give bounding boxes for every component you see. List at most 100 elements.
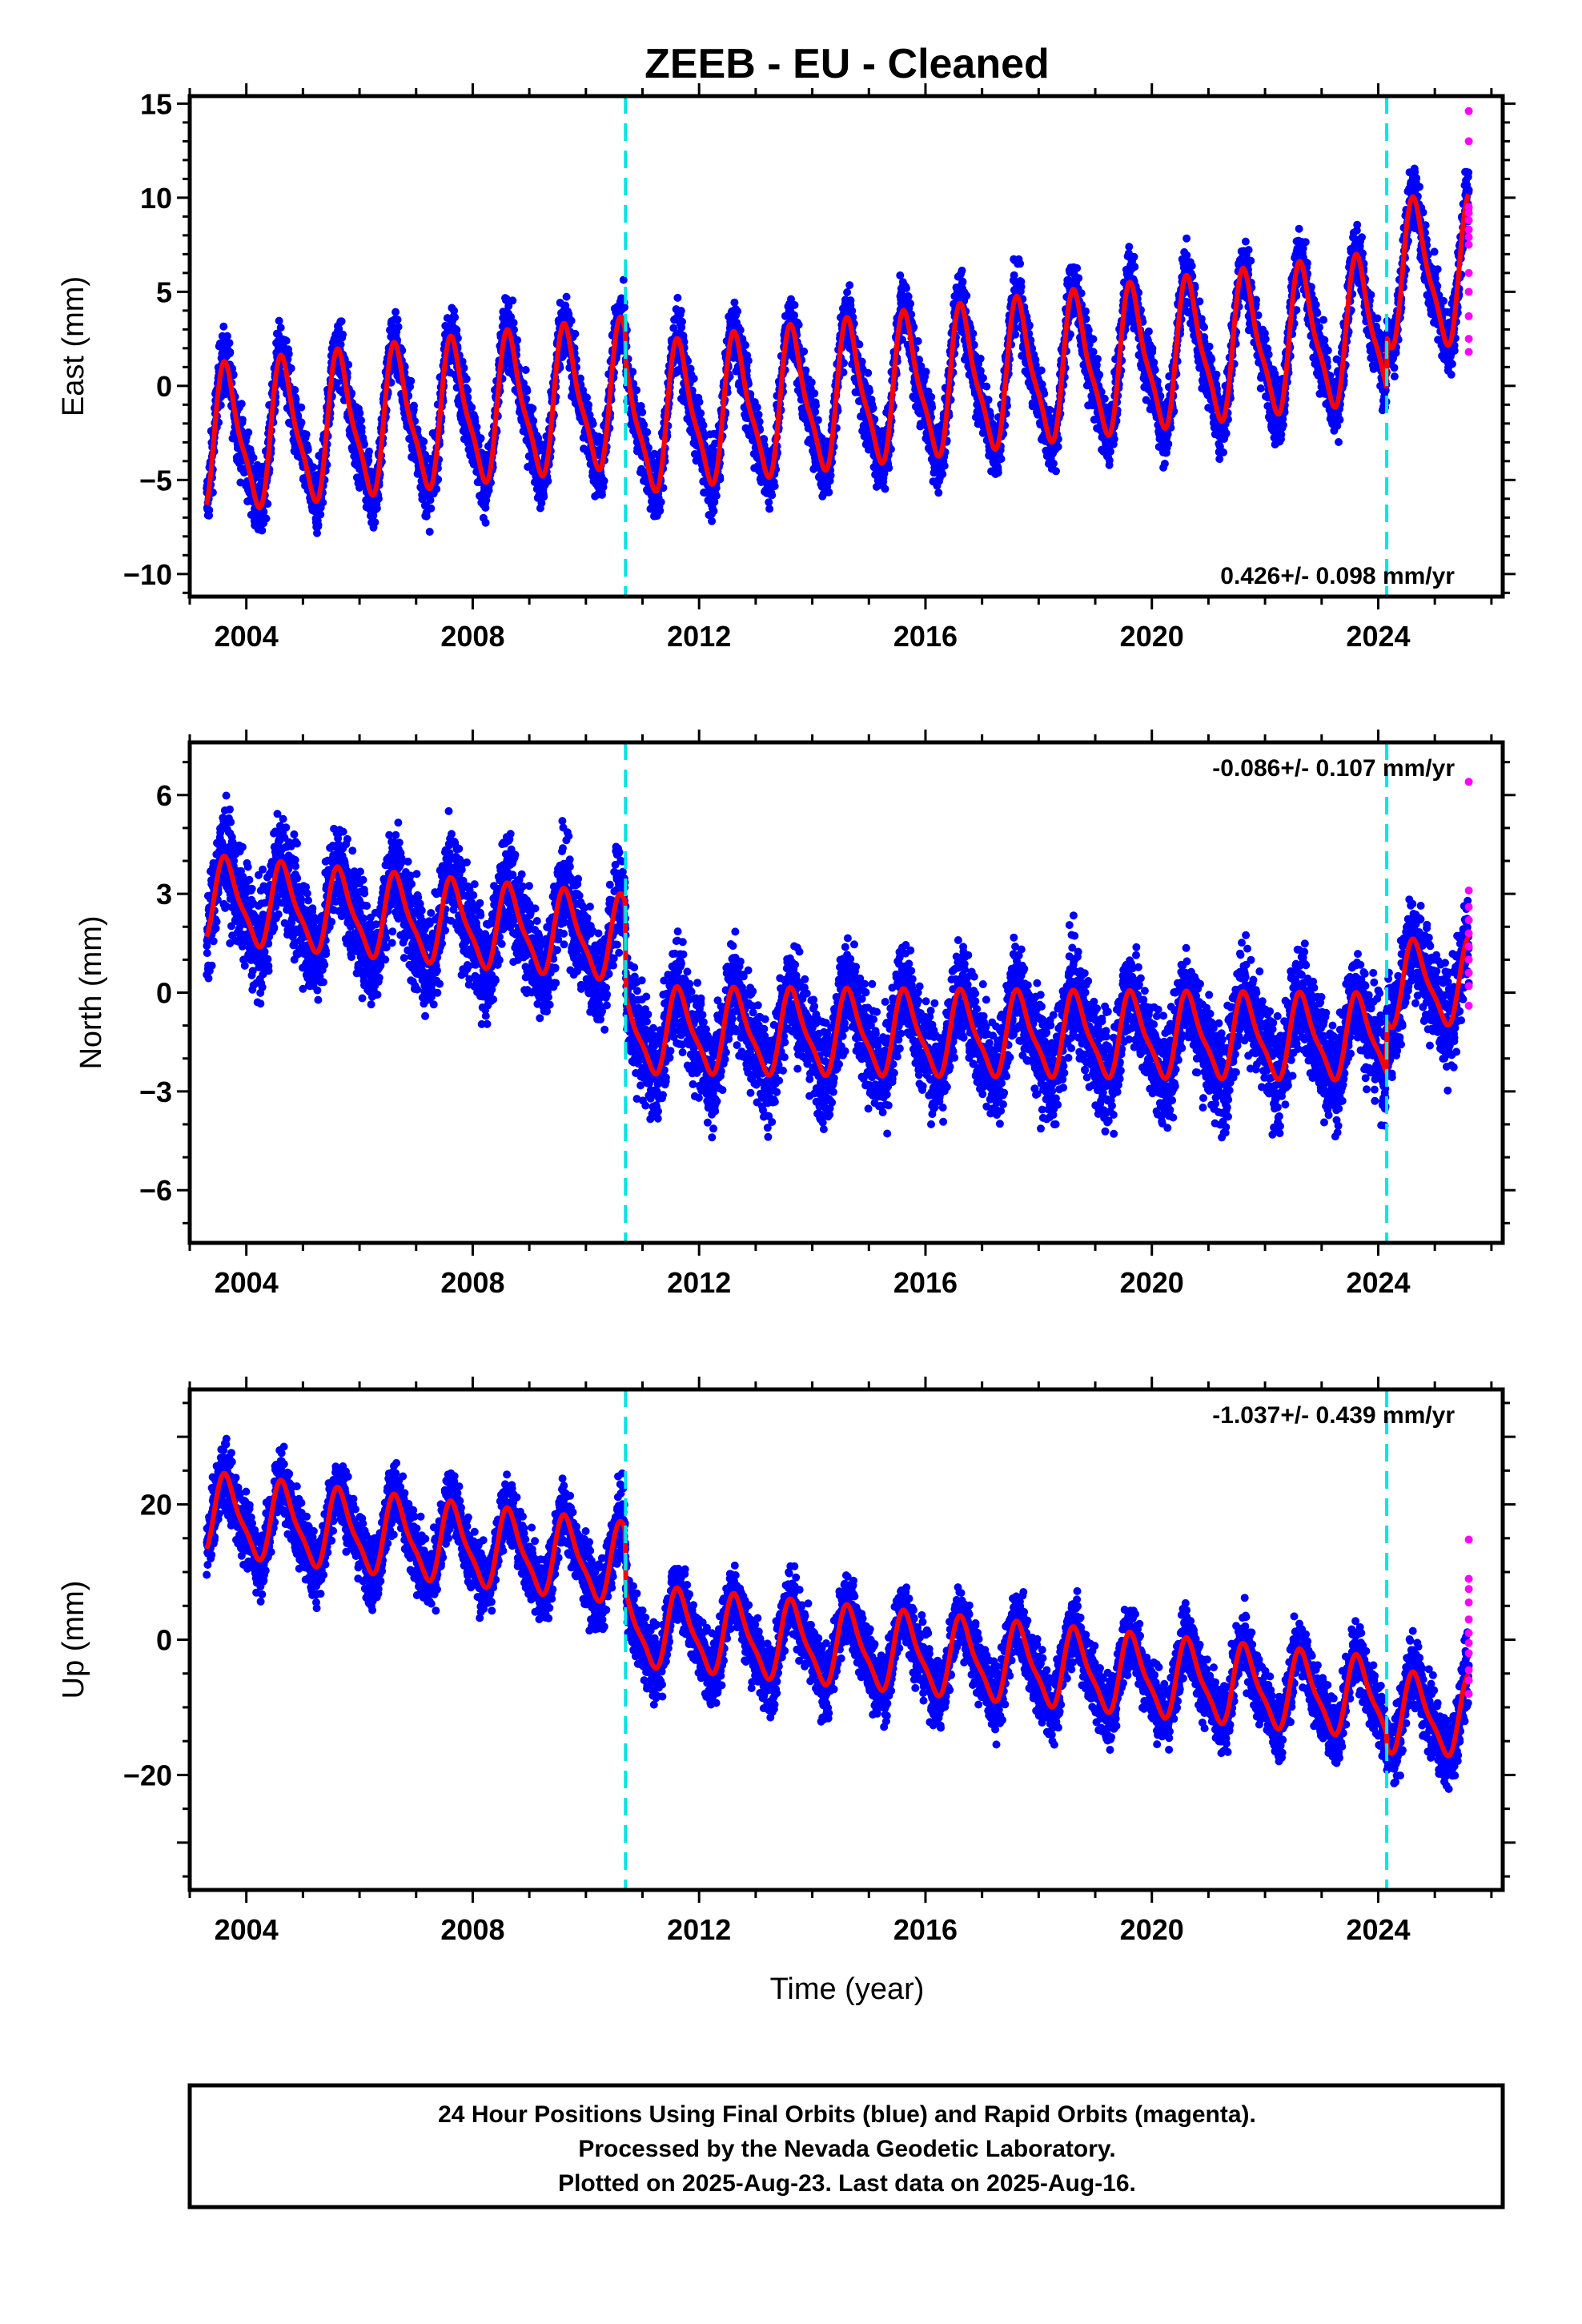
up-model-fit bbox=[204, 1470, 1471, 1759]
up-rate-label: -1.037+/- 0.439 mm/yr bbox=[1212, 1402, 1455, 1429]
east-rapid-orbit-point-1 bbox=[1464, 137, 1473, 146]
up-rapid-orbit-point-5 bbox=[1464, 1629, 1473, 1638]
north-x-tick-label: 2020 bbox=[1120, 1266, 1184, 1299]
east-plot-frame bbox=[187, 94, 1505, 599]
east-rate-label: 0.426+/- 0.098 mm/yr bbox=[1220, 563, 1455, 589]
east-panel: 2004 2008 2012 2016 2020 2024 15 10 5 0 −10 −5 East… bbox=[57, 83, 1516, 653]
east-rapid-orbit-point-11 bbox=[1464, 335, 1473, 344]
north-rapid-orbit-point-1 bbox=[1464, 887, 1473, 895]
east-rapid-orbit-point-3 bbox=[1464, 208, 1473, 217]
east-y-axis-label: East (mm) bbox=[57, 276, 90, 416]
up-x-tick-label: 2024 bbox=[1346, 1913, 1410, 1946]
north-x-tick-label: 2024 bbox=[1346, 1266, 1410, 1299]
east-rapid-orbit-point-7 bbox=[1464, 240, 1473, 249]
east-rapid-orbit-point-0 bbox=[1464, 107, 1473, 115]
up-rapid-orbit-point-3 bbox=[1464, 1598, 1473, 1606]
up-fit-line bbox=[204, 1470, 1471, 1759]
east-x-tick-label: 2016 bbox=[893, 620, 958, 653]
east-y-tick-label: 10 bbox=[140, 182, 172, 215]
north-rapid-orbit-point-6 bbox=[1464, 955, 1473, 964]
up-plot-frame bbox=[187, 1387, 1505, 1892]
footer-box: 24 Hour Positions Using Final Orbits (bl… bbox=[187, 2083, 1505, 2209]
north-rate-label: -0.086+/- 0.107 mm/yr bbox=[1212, 755, 1455, 782]
east-y-tick-label: −5 bbox=[139, 464, 172, 497]
north-rapid-orbit-points bbox=[1464, 778, 1473, 1010]
north-model-fit bbox=[204, 854, 1471, 1083]
east-rapid-orbit-point-4 bbox=[1464, 216, 1473, 225]
up-x-tick-label: 2004 bbox=[215, 1913, 279, 1946]
north-rapid-orbit-point-3 bbox=[1464, 916, 1473, 924]
east-step-lines bbox=[624, 96, 1389, 597]
up-rapid-orbit-point-1 bbox=[1464, 1574, 1473, 1583]
up-panel: 2004 2008 2012 2016 2020 2024 20 0 −20 Up (mm) -… bbox=[57, 1377, 1516, 1946]
chart-title: ZEEB - EU - Cleaned bbox=[644, 41, 1050, 87]
up-data-points bbox=[203, 1434, 1473, 1793]
up-rapid-orbit-point-0 bbox=[1464, 1535, 1473, 1544]
north-panel: 2004 2008 2012 2016 2020 2024 6 3 0 −3 −6 North (m… bbox=[74, 730, 1516, 1299]
north-rapid-orbit-point-5 bbox=[1464, 942, 1473, 951]
up-x-tick-label: 2016 bbox=[893, 1913, 958, 1946]
up-step-lines bbox=[624, 1389, 1389, 1890]
up-x-tick-label: 2008 bbox=[440, 1913, 504, 1946]
x-axis-label: Time (year) bbox=[770, 1972, 925, 2006]
north-x-tick-label: 2012 bbox=[667, 1266, 731, 1299]
footer-line-1: 24 Hour Positions Using Final Orbits (bl… bbox=[438, 2101, 1256, 2128]
north-data-points bbox=[203, 791, 1473, 1142]
up-y-axis-label: Up (mm) bbox=[57, 1581, 90, 1699]
footer-line-2: Processed by the Nevada Geodetic Laborat… bbox=[578, 2136, 1115, 2162]
east-rapid-orbit-point-2 bbox=[1464, 203, 1473, 211]
east-rapid-orbit-point-10 bbox=[1464, 312, 1473, 320]
north-y-tick-label: −6 bbox=[139, 1174, 172, 1207]
north-y-axis-label: North (mm) bbox=[74, 915, 108, 1069]
up-y-tick-label: 20 bbox=[140, 1489, 172, 1522]
east-rapid-orbit-point-6 bbox=[1464, 233, 1473, 242]
east-axes: 2004 2008 2012 2016 2020 2024 15 10 5 0 −10 −5 bbox=[123, 83, 1516, 653]
up-x-tick-label: 2020 bbox=[1120, 1913, 1184, 1946]
up-y-tick-label: 0 bbox=[156, 1624, 172, 1657]
east-fit-line bbox=[204, 192, 1472, 511]
footer-frame bbox=[187, 2083, 1505, 2209]
up-rapid-orbit-point-4 bbox=[1464, 1615, 1473, 1624]
up-rapid-orbit-point-9 bbox=[1464, 1676, 1473, 1685]
up-final-orbit-points bbox=[203, 1434, 1473, 1793]
up-rapid-orbit-point-10 bbox=[1464, 1690, 1473, 1699]
up-x-tick-label: 2012 bbox=[667, 1913, 731, 1946]
east-x-tick-label: 2012 bbox=[667, 620, 731, 653]
north-step-lines bbox=[624, 742, 1389, 1243]
north-rapid-orbit-point-2 bbox=[1464, 903, 1473, 911]
east-x-tick-label: 2020 bbox=[1120, 620, 1184, 653]
east-y-tick-label: −10 bbox=[123, 558, 172, 591]
north-y-tick-label: 3 bbox=[156, 878, 172, 911]
up-rapid-orbit-point-8 bbox=[1464, 1666, 1473, 1675]
north-x-tick-label: 2004 bbox=[215, 1266, 279, 1299]
east-y-tick-label: 5 bbox=[156, 275, 172, 308]
north-x-tick-label: 2008 bbox=[440, 1266, 504, 1299]
north-y-tick-label: 0 bbox=[156, 977, 172, 1010]
east-rapid-orbit-point-9 bbox=[1464, 287, 1473, 296]
up-axes: 2004 2008 2012 2016 2020 2024 20 0 −20 bbox=[123, 1377, 1516, 1946]
up-rapid-orbit-point-2 bbox=[1464, 1585, 1473, 1594]
up-rapid-orbit-point-7 bbox=[1464, 1649, 1473, 1658]
north-fit-line bbox=[204, 854, 1471, 1083]
north-rapid-orbit-point-4 bbox=[1464, 929, 1473, 938]
east-rapid-orbit-point-12 bbox=[1464, 348, 1473, 356]
east-rapid-orbit-points bbox=[1464, 107, 1473, 356]
east-y-tick-label: 0 bbox=[156, 370, 172, 403]
north-rapid-orbit-point-7 bbox=[1464, 968, 1473, 977]
north-final-orbit-points bbox=[203, 791, 1473, 1142]
east-model-fit bbox=[204, 192, 1472, 511]
up-rapid-orbit-point-6 bbox=[1464, 1638, 1473, 1647]
north-rapid-orbit-point-8 bbox=[1464, 982, 1473, 991]
east-y-tick-label: 15 bbox=[140, 87, 172, 120]
footer-line-3: Plotted on 2025-Aug-23. Last data on 202… bbox=[558, 2170, 1136, 2197]
east-x-tick-label: 2004 bbox=[215, 620, 279, 653]
east-x-tick-label: 2024 bbox=[1346, 620, 1410, 653]
east-rapid-orbit-point-8 bbox=[1464, 268, 1473, 277]
up-rapid-orbit-points bbox=[1464, 1535, 1473, 1699]
north-rapid-orbit-point-0 bbox=[1464, 778, 1473, 786]
up-y-tick-label: −20 bbox=[123, 1759, 172, 1791]
east-rapid-orbit-point-5 bbox=[1464, 225, 1473, 234]
north-y-tick-label: −3 bbox=[139, 1076, 172, 1108]
north-plot-frame bbox=[187, 740, 1505, 1245]
